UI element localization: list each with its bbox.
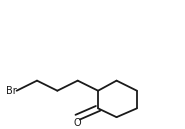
Text: Br: Br [6,86,16,96]
Text: O: O [74,118,82,128]
